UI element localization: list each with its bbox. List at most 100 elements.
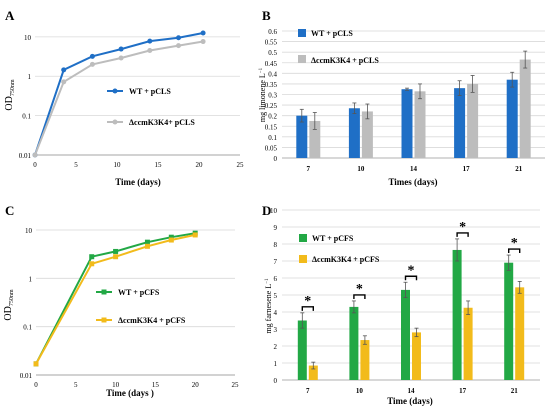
a-data-point [32, 152, 38, 158]
panel-c-y-axis-title: OD750nm [3, 289, 15, 320]
panel-b-bars [296, 50, 531, 159]
d-significance-star: * [304, 294, 311, 309]
b-y-tick-label: 0.3 [268, 92, 277, 100]
a-y-tick-label: 1 [28, 73, 32, 81]
panel-letter-a: A [5, 8, 15, 23]
d-significance-bracket [404, 275, 418, 281]
d-bar-ccmk3k4-pcfs [360, 340, 370, 380]
panel-b-x-axis-title: Times (days) [388, 177, 437, 187]
panel-letter-d: D [262, 203, 271, 218]
panel-c-y-tick-labels: 0.01 0.1 1 10 [20, 227, 33, 380]
b-y-tick-label: 0.25 [265, 102, 278, 110]
d-bar-ccmk3k4-pcfs [412, 332, 421, 380]
d-y-tick-label: 4 [274, 309, 278, 317]
panel-b-legend-swatch-wt [298, 29, 306, 37]
b-bar-wt-pcls [348, 108, 360, 158]
b-x-tick-label: 7 [307, 165, 311, 173]
c-x-tick-label: 0 [34, 381, 38, 389]
d-bar-ccmk3k4-pcfs [515, 287, 525, 380]
b-bar-ccmk3k4-pcls [467, 83, 479, 158]
d-y-tick-label: 1 [274, 360, 278, 368]
b-bar-wt-pcls [401, 89, 413, 158]
panel-b-legend-label-mutant: ΔccmK3K4 + pCLS [311, 56, 379, 65]
panel-a-series [32, 30, 206, 158]
panel-c-x-tick-labels: 0 5 10 15 20 25 [34, 381, 239, 389]
panel-b-legend: WT + pCLS ΔccmK3K4 + pCLS [298, 29, 379, 65]
panel-d-x-tick-labels: 7 10 14 17 21 [306, 387, 518, 395]
b-y-tick-label: 0.6 [268, 28, 277, 36]
b-x-tick-label: 21 [515, 165, 523, 173]
d-bar-wt-pcfs [452, 249, 462, 380]
panel-d-bars [297, 238, 525, 380]
a-data-point [61, 79, 67, 85]
c-data-point [168, 237, 174, 243]
panel-d: D 0 1 2 3 4 5 6 7 8 9 10 7 10 14 17 21 * * * * * Time (day… [262, 203, 540, 406]
c-data-point [89, 261, 95, 267]
a-x-tick-label: 25 [237, 161, 245, 169]
b-bar-ccmk3k4-pcls [361, 111, 373, 158]
panel-c-series [33, 230, 198, 367]
b-y-tick-label: 0 [274, 155, 278, 163]
c-data-point [113, 254, 119, 260]
d-y-tick-label: 10 [270, 207, 278, 215]
panel-d-gridlines [282, 209, 540, 381]
panel-a-legend: WT + pCLS ΔccmK3K4+ pCLS [107, 87, 195, 127]
b-bar-wt-pcls [506, 79, 518, 158]
d-y-tick-label: 9 [274, 224, 278, 232]
b-bar-ccmk3k4-pcls [414, 91, 426, 158]
c-x-tick-label: 25 [232, 381, 240, 389]
d-y-tick-label: 5 [274, 292, 278, 300]
b-x-tick-label: 14 [410, 165, 418, 173]
panel-c-legend: WT + pCFS ΔccmK3K4 + pCFS [96, 288, 186, 325]
a-data-point [176, 35, 181, 41]
a-x-tick-label: 5 [74, 161, 78, 169]
c-data-point [89, 254, 95, 260]
panel-d-legend: WT + pCFS ΔccmK3K4 + pCFS [299, 234, 380, 264]
a-data-point [118, 46, 124, 52]
panel-b-legend-label-wt: WT + pCLS [311, 29, 353, 38]
panel-letter-c: C [5, 203, 14, 218]
panel-c-legend-label-mutant: ΔccmK3K4 + pCFS [118, 316, 186, 325]
panel-c-legend-marker-wt [101, 289, 107, 295]
d-y-tick-label: 2 [274, 343, 278, 351]
d-bar-wt-pcfs [401, 289, 410, 380]
c-x-tick-label: 5 [74, 381, 78, 389]
d-significance-bracket [508, 248, 521, 254]
panel-a-legend-marker-wt [112, 88, 118, 94]
c-data-point [192, 232, 198, 238]
panel-d-y-tick-labels: 0 1 2 3 4 5 6 7 8 9 10 [270, 207, 278, 385]
panel-a-x-axis-title: Time (days) [115, 177, 161, 187]
panel-c-x-axis-title: Time (days ) [106, 388, 154, 398]
c-series-line-ccmk3k4-pcfs [35, 233, 196, 365]
panel-d-legend-swatch-mutant [299, 255, 307, 263]
a-data-point [176, 43, 181, 49]
d-x-tick-label: 14 [408, 387, 416, 395]
d-bar-ccmk3k4-pcfs [308, 365, 318, 380]
panel-b: B 0 0.05 0.1 0.15 0.2 0.25 0.3 0.35 0.4 0.45 0.5 0.… [258, 8, 545, 187]
d-y-tick-label: 7 [274, 258, 278, 266]
c-x-tick-label: 10 [112, 381, 120, 389]
b-y-tick-label: 0.15 [265, 123, 278, 131]
a-data-point [118, 55, 124, 61]
panel-b-legend-swatch-mutant [298, 55, 306, 63]
panel-c: C 0.01 0.1 1 10 0 5 10 15 20 25 Time (days ) OD7… [3, 203, 239, 398]
a-data-point [147, 48, 153, 54]
d-y-tick-label: 3 [274, 326, 278, 334]
d-bar-wt-pcfs [349, 306, 359, 380]
d-x-tick-label: 21 [511, 387, 519, 395]
d-bar-ccmk3k4-pcfs [463, 307, 473, 380]
a-x-tick-label: 15 [155, 161, 163, 169]
a-data-point [200, 30, 206, 36]
c-x-tick-label: 15 [152, 381, 160, 389]
b-y-tick-label: 0.2 [268, 113, 277, 121]
a-data-point [200, 39, 206, 45]
b-bar-wt-pcls [296, 115, 308, 158]
panel-a: A 0.01 0.1 1 10 0 5 10 15 20 25 Time (days) OD75… [4, 8, 244, 187]
d-significance-bracket [456, 232, 469, 237]
d-significance-star: * [459, 220, 466, 235]
panel-d-legend-label-mutant: ΔccmK3K4 + pCFS [312, 255, 380, 264]
c-x-tick-label: 20 [192, 381, 200, 389]
b-bar-ccmk3k4-pcls [309, 120, 321, 158]
panel-a-legend-label-mutant: ΔccmK3K4+ pCLS [129, 118, 195, 127]
